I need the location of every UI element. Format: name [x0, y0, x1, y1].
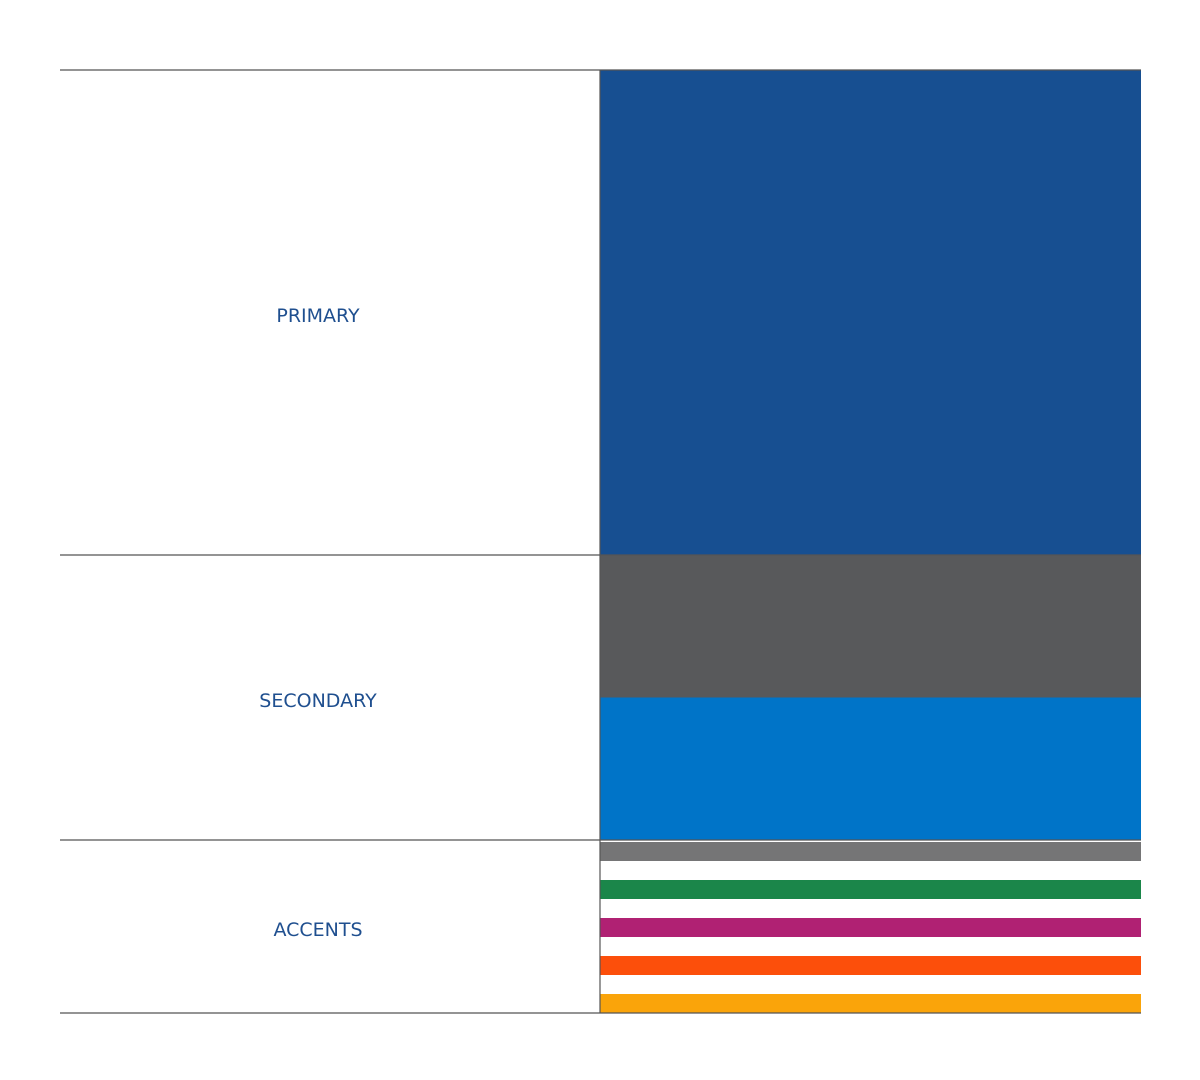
- color-swatch: [600, 994, 1141, 1013]
- color-swatch: [600, 842, 1141, 861]
- color-swatch: [600, 880, 1141, 899]
- color-swatch: [600, 956, 1141, 975]
- color-swatch: [600, 70, 1141, 555]
- section-label: SECONDARY: [259, 690, 377, 712]
- color-swatch: [600, 918, 1141, 937]
- section-label: PRIMARY: [276, 305, 360, 327]
- color-swatch: [600, 697, 1141, 840]
- color-swatch: [600, 555, 1141, 698]
- section-label: ACCENTS: [273, 919, 362, 941]
